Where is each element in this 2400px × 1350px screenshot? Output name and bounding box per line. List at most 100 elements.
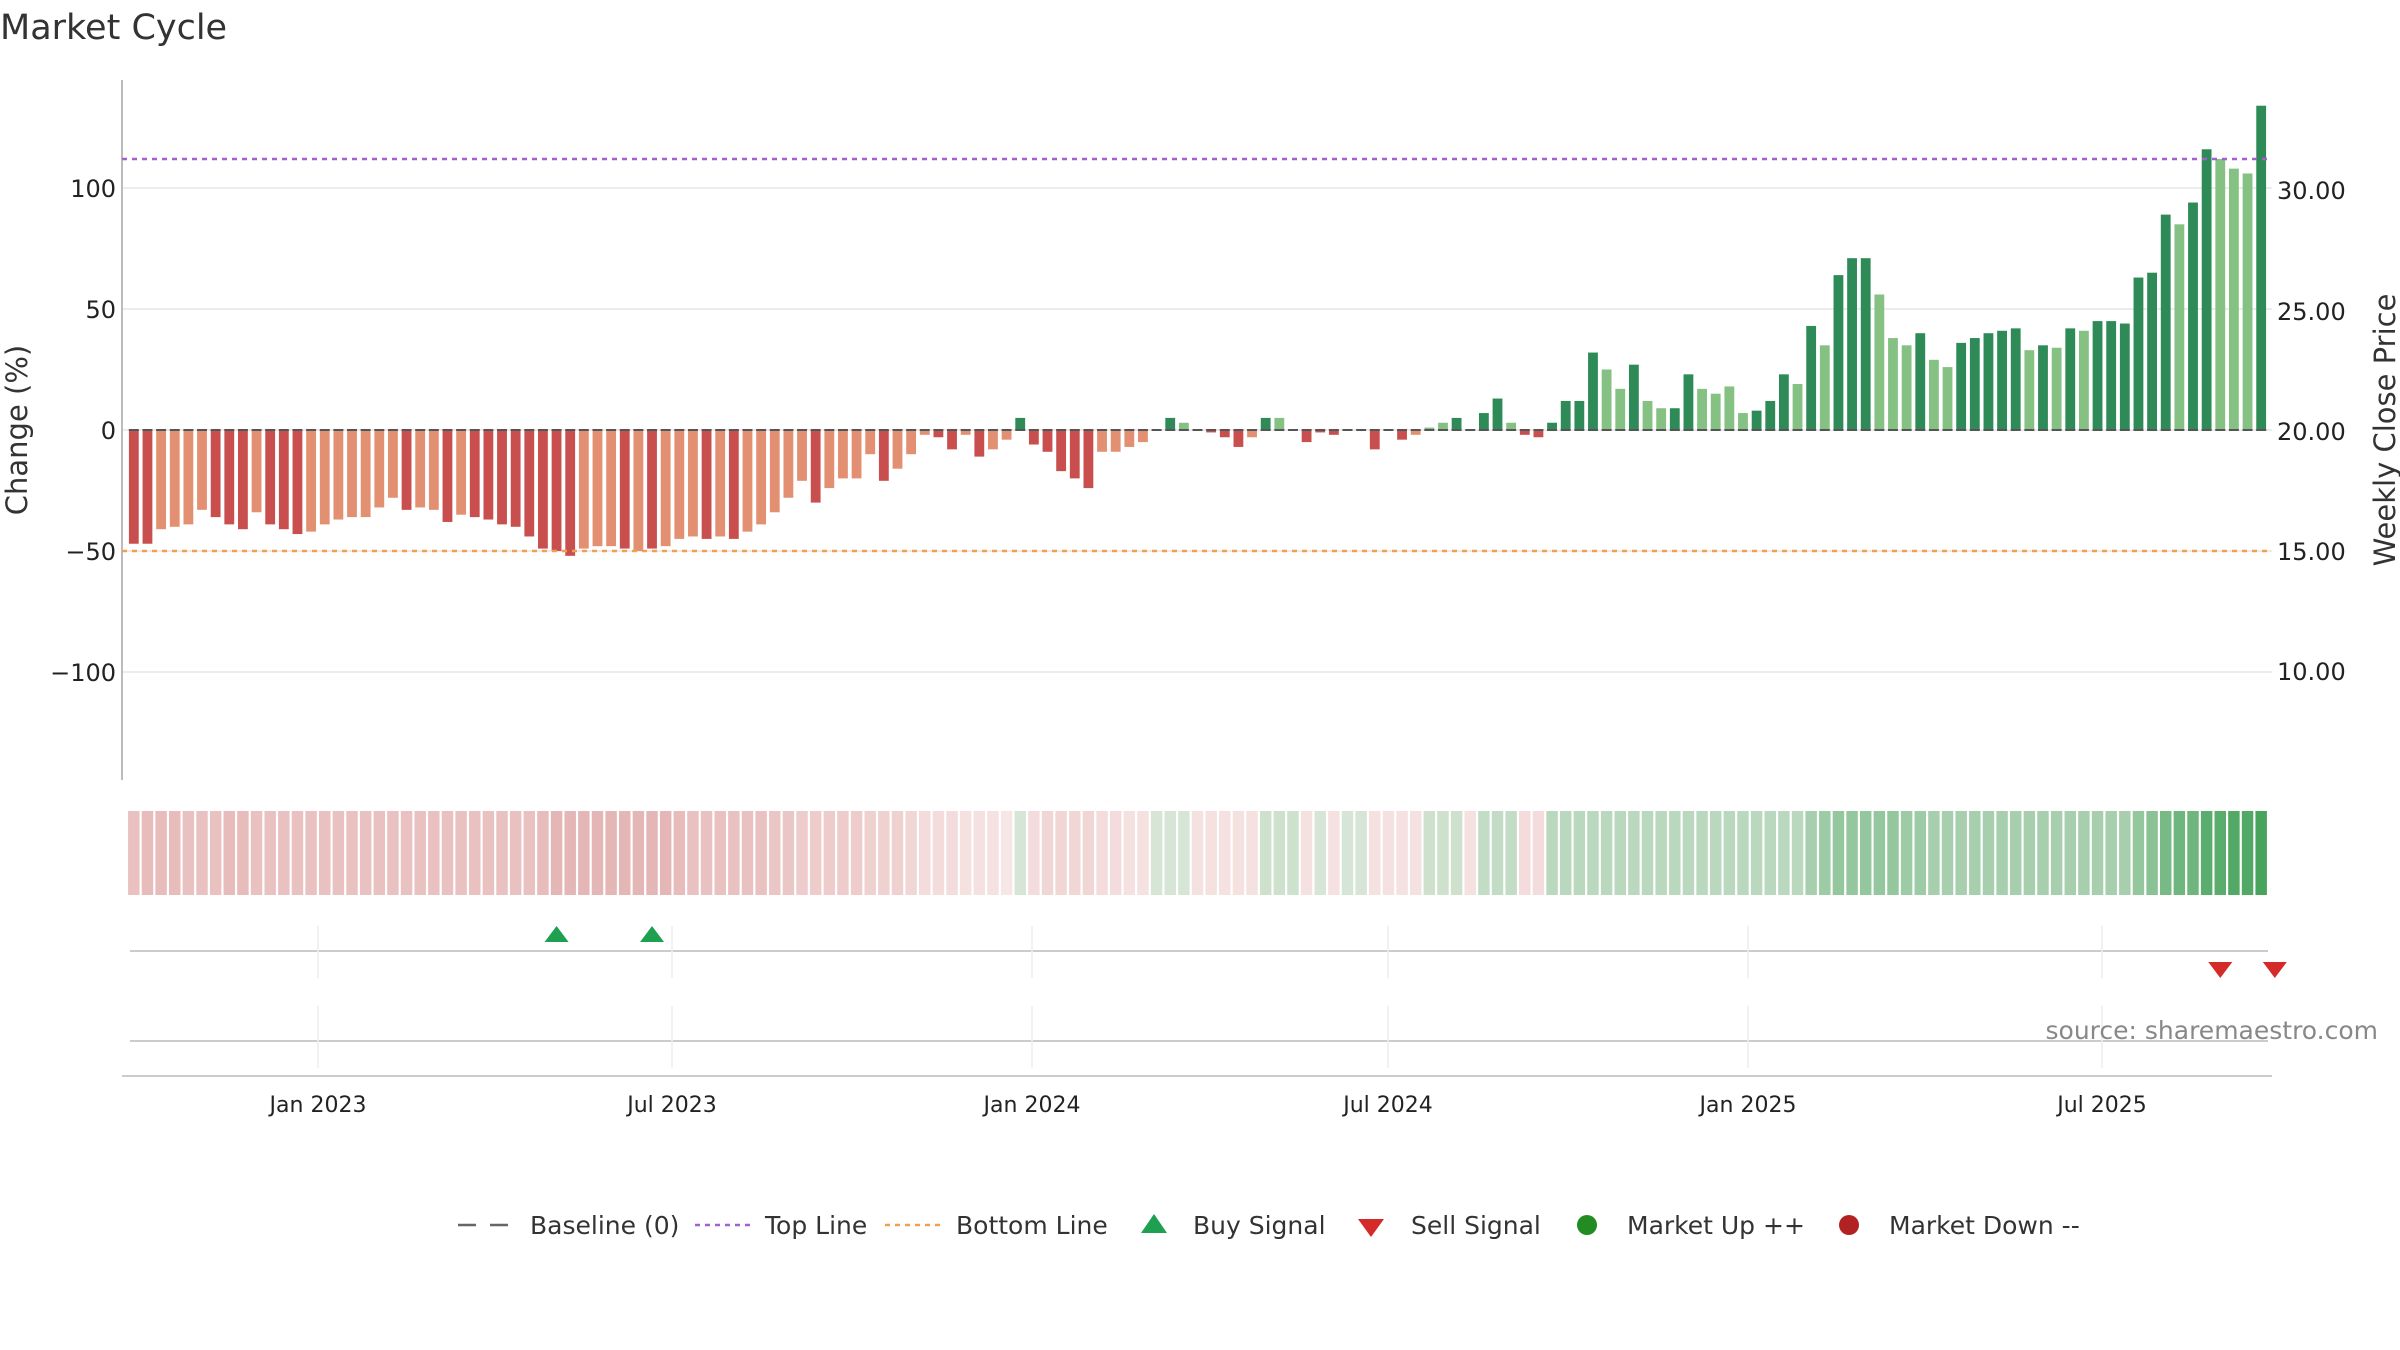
heat-cell — [673, 811, 686, 895]
legend-label: Top Line — [764, 1211, 867, 1240]
heat-cell — [1982, 811, 1995, 895]
heat-cell — [1996, 811, 2008, 895]
bar — [1942, 367, 1953, 430]
heat-cell — [1369, 811, 1381, 895]
heat-cell — [2214, 811, 2226, 895]
heat-cell — [932, 811, 945, 895]
heat-cell — [1805, 811, 1817, 895]
bar — [674, 430, 685, 539]
bar — [2160, 214, 2171, 430]
bar — [1097, 430, 1107, 452]
heat-cell — [2228, 811, 2240, 895]
heat-cell — [1096, 811, 1108, 895]
legend-market-up-icon — [1577, 1215, 1597, 1235]
bar — [347, 430, 357, 518]
heat-cell — [1259, 811, 1272, 895]
heat-cell — [441, 811, 454, 895]
heat-cell — [1069, 811, 1081, 895]
y-left-tick-label: 50 — [85, 296, 116, 324]
heat-cell — [1778, 811, 1790, 895]
bar — [1124, 430, 1135, 447]
heat-cell — [1900, 811, 1913, 895]
buy-signal-marker — [640, 926, 665, 942]
bar — [183, 430, 194, 525]
bar — [1369, 430, 1380, 450]
bar — [1533, 430, 1544, 438]
heat-cell — [400, 811, 413, 895]
bar — [810, 430, 821, 503]
heat-cell — [523, 811, 536, 895]
y-right-tick-label: 15.00 — [2277, 538, 2346, 566]
heat-cell — [1000, 811, 1013, 895]
bar — [1642, 400, 1653, 430]
bar — [169, 430, 180, 527]
bar — [933, 430, 944, 438]
bar — [1519, 430, 1530, 435]
x-tick-label: Jul 2025 — [2055, 1093, 2147, 1118]
bar — [851, 430, 862, 479]
bar — [1165, 417, 1176, 430]
heat-cell — [1723, 811, 1736, 895]
bar — [606, 430, 617, 547]
heat-cell — [455, 811, 467, 895]
bar — [551, 430, 562, 551]
bar — [1928, 359, 1939, 430]
heat-cell — [1887, 811, 1899, 895]
y-right-tick-label: 25.00 — [2277, 298, 2346, 326]
heat-cell — [823, 811, 836, 895]
bar — [1069, 430, 1080, 479]
bar — [510, 430, 521, 527]
heat-cell — [1014, 811, 1026, 895]
bar — [1588, 352, 1598, 430]
bar — [1860, 258, 1871, 430]
heat-cell — [182, 811, 195, 895]
bar — [578, 430, 589, 549]
heat-cell — [346, 811, 358, 895]
heat-cell — [278, 811, 290, 895]
heat-cell — [2187, 811, 2199, 895]
bar — [892, 430, 903, 469]
heat-cell — [987, 811, 999, 895]
heat-cell — [1396, 811, 1408, 895]
legend-label: Buy Signal — [1193, 1211, 1326, 1240]
heat-cell — [591, 811, 604, 895]
bar — [1901, 345, 1912, 430]
bar — [1247, 430, 1257, 438]
bar — [1001, 430, 1012, 440]
heat-cell — [1164, 811, 1176, 895]
heat-cell — [1232, 811, 1245, 895]
bar — [156, 430, 166, 530]
bar — [1956, 342, 1967, 430]
bar — [1424, 427, 1435, 430]
bar — [2024, 350, 2035, 430]
bar — [756, 430, 767, 525]
heat-cell — [1109, 811, 1122, 895]
heat-cell — [619, 811, 631, 895]
bar — [2065, 328, 2076, 430]
heat-cell — [2160, 811, 2172, 895]
heat-cell — [169, 811, 181, 895]
heat-cell — [1682, 811, 1695, 895]
bar — [1206, 430, 1217, 433]
heat-cell — [1423, 811, 1436, 895]
y-left-tick-label: 0 — [101, 417, 116, 445]
bar — [701, 430, 712, 539]
heat-cell — [1041, 811, 1054, 895]
heat-cell — [155, 811, 167, 895]
bar — [538, 430, 548, 549]
heat-cell — [1519, 811, 1531, 895]
heat-cell — [1669, 811, 1681, 895]
chart-title: Market Cycle — [0, 8, 227, 48]
heat-cell — [1300, 811, 1313, 895]
bar — [388, 430, 398, 498]
heat-cell — [2037, 811, 2049, 895]
heat-cell — [1955, 811, 1967, 895]
heat-cell — [1859, 811, 1872, 895]
bar — [238, 430, 248, 530]
heat-cell — [482, 811, 495, 895]
bar — [1138, 430, 1148, 443]
y-axis-right-label: Weekly Close Price — [2368, 294, 2400, 567]
bar — [456, 430, 467, 515]
bar — [2188, 202, 2198, 430]
y-axis-left-ticks: 100 50 0 −50 −100 — [50, 175, 116, 687]
